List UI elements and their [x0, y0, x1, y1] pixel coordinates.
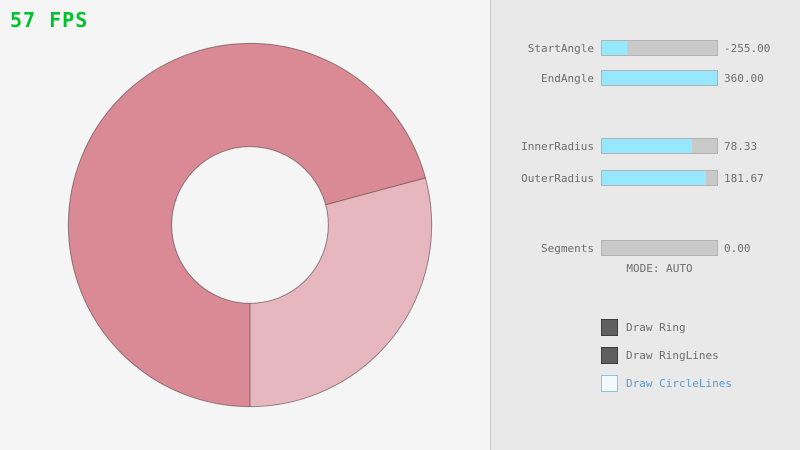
segments-value: 0.00	[724, 241, 751, 255]
innerradius-slider-fill	[602, 139, 693, 153]
startangle-value: -255.00	[724, 41, 771, 55]
draw-ring-checkbox[interactable]: Draw Ring	[601, 319, 686, 336]
draw-circlelines-checkbox[interactable]: Draw CircleLines	[601, 375, 732, 392]
startangle-slider-fill	[602, 41, 627, 55]
innerradius-row: InnerRadius 78.33	[491, 138, 800, 154]
innerradius-label: InnerRadius	[521, 139, 594, 153]
endangle-slider-fill	[602, 71, 717, 85]
draw-ringlines-checkbox-box[interactable]	[601, 347, 618, 364]
startangle-slider[interactable]	[601, 40, 718, 56]
segments-mode-text: MODE: AUTO	[626, 262, 693, 275]
outerradius-value: 181.67	[724, 171, 764, 185]
innerradius-slider[interactable]	[601, 138, 718, 154]
startangle-row: StartAngle -255.00	[491, 40, 800, 56]
segments-slider[interactable]	[601, 240, 718, 256]
outerradius-slider-fill	[602, 171, 707, 185]
innerradius-value: 78.33	[724, 139, 758, 153]
outerradius-label: OuterRadius	[521, 171, 594, 185]
endangle-label: EndAngle	[541, 71, 594, 85]
draw-ring-checkbox-label: Draw Ring	[626, 321, 686, 334]
draw-circlelines-checkbox-box[interactable]	[601, 375, 618, 392]
segments-label: Segments	[541, 241, 594, 255]
outerradius-row: OuterRadius 181.67	[491, 170, 800, 186]
draw-ringlines-checkbox-label: Draw RingLines	[626, 349, 719, 362]
endangle-value: 360.00	[724, 71, 764, 85]
endangle-row: EndAngle 360.00	[491, 70, 800, 86]
ring-drawing	[67, 42, 433, 408]
outerradius-slider[interactable]	[601, 170, 718, 186]
segments-row: Segments 0.00	[491, 240, 800, 256]
startangle-label: StartAngle	[527, 41, 594, 55]
controls-panel: StartAngle -255.00 EndAngle 360.00 Inner…	[490, 0, 800, 450]
endangle-slider[interactable]	[601, 70, 718, 86]
draw-ringlines-checkbox[interactable]: Draw RingLines	[601, 347, 719, 364]
draw-ring-checkbox-box[interactable]	[601, 319, 618, 336]
fps-counter: 57 FPS	[10, 8, 89, 32]
draw-circlelines-checkbox-label: Draw CircleLines	[626, 377, 732, 390]
